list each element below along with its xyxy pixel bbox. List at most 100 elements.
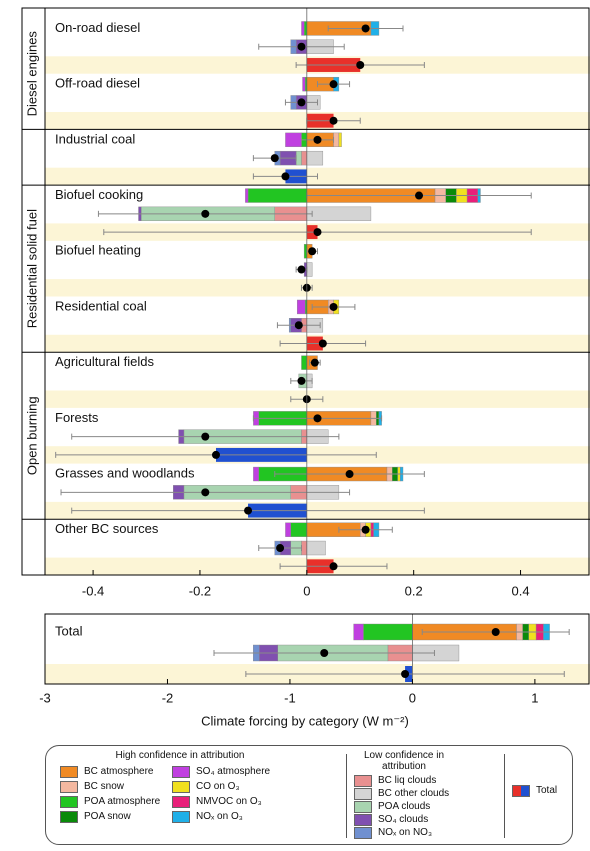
legend-item: NMVOC on O₃ [172, 795, 284, 808]
legend-swatch [60, 765, 78, 778]
legend-heading: Low confidence in attribution [363, 750, 445, 772]
net-dot [201, 488, 210, 497]
segment [290, 522, 308, 537]
category-label: Residential coal [55, 298, 147, 313]
net-dot [297, 376, 306, 385]
net-dot [401, 670, 410, 678]
legend-label: NMVOC on O₃ [196, 796, 262, 807]
chart: On-road diesel Off-road diesel Industrial … [21, 7, 590, 728]
segment [306, 262, 313, 277]
net-dot [297, 265, 306, 274]
segment [301, 540, 308, 556]
net-dot [320, 649, 329, 657]
net-dot [329, 302, 338, 311]
legend-item: SO₄ clouds [354, 813, 494, 826]
legend-grid: BC atmosphere SO₄ atmosphere BC snow CO on … [60, 765, 300, 823]
segment [363, 623, 413, 641]
legend-label: BC atmosphere [84, 766, 154, 777]
x-tick-label: -3 [39, 690, 51, 705]
legend-item: Total [512, 784, 557, 797]
net-dot [281, 172, 290, 181]
legend: High confidence in attribution BC atmosph… [45, 745, 573, 845]
x-tick-label: 0.4 [512, 583, 530, 598]
x-tick-label: -1 [284, 690, 296, 705]
segment [247, 188, 308, 203]
category-label: Total [55, 623, 83, 638]
net-dot [297, 98, 306, 107]
legend-swatch [60, 795, 78, 808]
legend-item: BC other clouds [354, 787, 494, 800]
legend-item: POA atmosphere [60, 795, 172, 808]
legend-separator [346, 754, 347, 838]
segment [302, 76, 306, 92]
segment [253, 466, 259, 482]
legend-item: BC snow [60, 780, 172, 793]
net-dot [201, 209, 210, 218]
net-dot [345, 470, 354, 479]
net-dot [297, 42, 306, 51]
category-label: Forests [55, 410, 99, 425]
segment [353, 623, 364, 641]
legend-label: SO₄ atmosphere [196, 766, 271, 777]
legend-separator [504, 754, 505, 838]
legend-column: High confidence in attribution BC atmosph… [60, 750, 300, 823]
x-tick-label: 0 [409, 690, 416, 705]
legend-swatch [60, 810, 78, 823]
legend-label: BC snow [84, 781, 125, 792]
net-dot [270, 154, 279, 163]
legend-item: BC liq clouds [354, 774, 494, 787]
segment [301, 150, 308, 166]
total-row-band [45, 279, 590, 297]
legend-label: BC liq clouds [378, 775, 437, 786]
net-dot [201, 432, 210, 441]
legend-label: SO₄ clouds [378, 814, 429, 825]
segment [306, 206, 372, 221]
legend-swatch [172, 780, 190, 793]
legend-heading: High confidence in attribution [115, 750, 245, 761]
net-dot [313, 414, 322, 423]
net-dot [361, 525, 370, 534]
legend-swatch [172, 765, 190, 778]
segment [306, 150, 324, 166]
sector-label: Diesel engines [24, 31, 39, 117]
legend-column: Total [512, 784, 557, 797]
legend-item: NOₓ on NO₃ [354, 826, 494, 839]
legend-swatch [172, 795, 190, 808]
legend-swatch [354, 787, 372, 800]
segment [285, 522, 291, 537]
net-dot [491, 628, 500, 636]
net-dot [356, 60, 365, 69]
category-label: Other BC sources [55, 521, 159, 536]
x-tick-label: -0.2 [189, 583, 211, 598]
legend-label: NOₓ on NO₃ [378, 827, 433, 838]
panel-frame [21, 7, 590, 576]
net-dot [294, 321, 303, 330]
segment [338, 132, 342, 148]
legend-label: POA atmosphere [84, 796, 161, 807]
net-dot [244, 506, 253, 515]
legend-label: NOₓ on O₃ [196, 811, 243, 822]
legend-item: POA clouds [354, 800, 494, 813]
x-tick-label: 1 [531, 690, 538, 705]
legend-label: CO on O₃ [196, 781, 240, 792]
category-label: Biofuel heating [55, 243, 141, 258]
category-label: On-road diesel [55, 20, 140, 35]
legend-label: POA snow [84, 811, 131, 822]
category-label: Grasses and woodlands [55, 465, 195, 480]
legend-item: NOₓ on O₃ [172, 810, 284, 823]
legend-label: BC other clouds [378, 788, 450, 799]
segment [295, 150, 302, 166]
net-dot [276, 544, 285, 553]
legend-swatch [172, 810, 190, 823]
legend-swatch [354, 826, 372, 839]
legend-column: Low confidence in attribution BC liq clou… [354, 750, 494, 839]
legend-item: CO on O₃ [172, 780, 284, 793]
category-label: Off-road diesel [55, 76, 140, 91]
x-tick-label: 0 [303, 583, 310, 598]
net-dot [308, 247, 317, 256]
net-dot [211, 450, 220, 459]
x-axis-title: Climate forcing by category (W m⁻²) [201, 713, 409, 728]
net-dot [329, 116, 338, 125]
segment [303, 21, 308, 36]
